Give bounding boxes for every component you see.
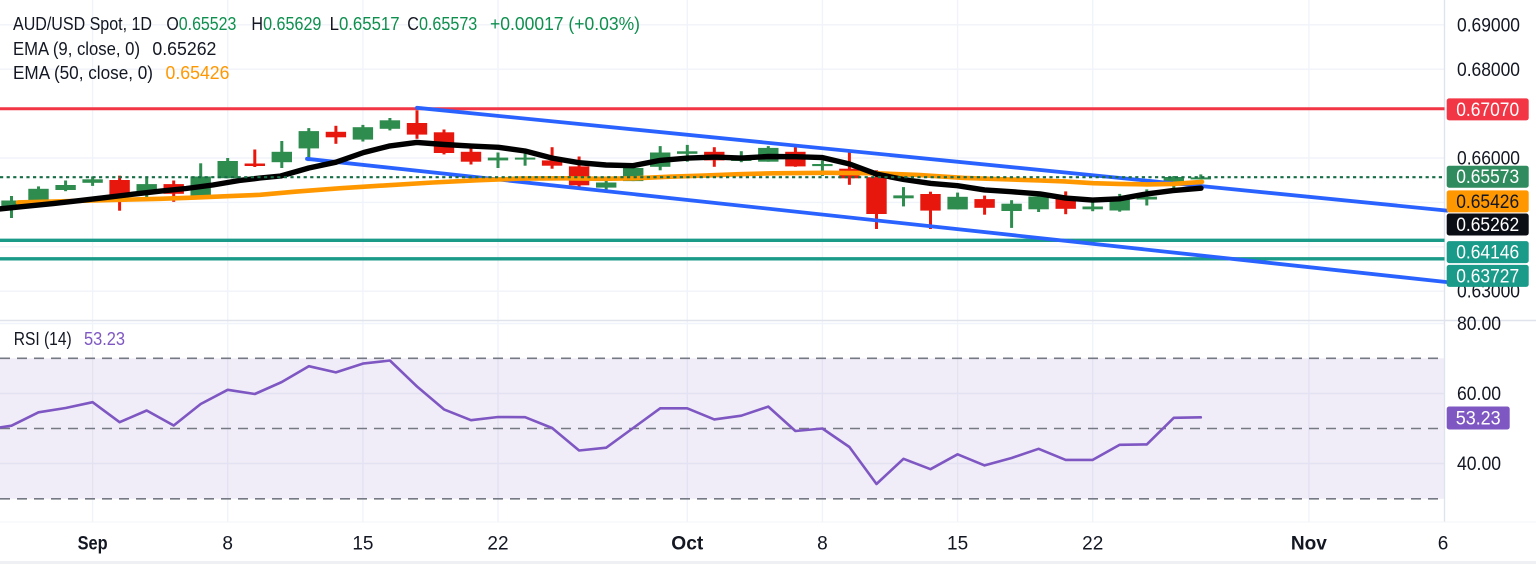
svg-text:0.64146: 0.64146 — [1456, 243, 1519, 264]
svg-text:Oct: Oct — [671, 534, 704, 555]
svg-text:80.00: 80.00 — [1457, 314, 1501, 335]
svg-text:0.69000: 0.69000 — [1457, 16, 1520, 37]
svg-text:22: 22 — [1082, 534, 1103, 555]
svg-text:Sep: Sep — [78, 534, 108, 555]
svg-text:22: 22 — [487, 534, 508, 555]
svg-text:15: 15 — [352, 534, 373, 555]
svg-text:C0.65573: C0.65573 — [407, 13, 477, 34]
svg-text:8: 8 — [817, 534, 828, 555]
svg-text:O0.65523: O0.65523 — [166, 13, 236, 34]
svg-text:EMA (50, close, 0): EMA (50, close, 0) — [13, 62, 153, 83]
svg-text:0.68000: 0.68000 — [1457, 60, 1520, 81]
svg-text:+0.00017 (+0.03%): +0.00017 (+0.03%) — [490, 13, 640, 34]
svg-text:15: 15 — [947, 534, 968, 555]
svg-text:53.23: 53.23 — [1456, 409, 1501, 430]
svg-text:40.00: 40.00 — [1457, 454, 1501, 475]
svg-text:L0.65517: L0.65517 — [330, 13, 400, 34]
svg-text:0.65573: 0.65573 — [1456, 167, 1519, 188]
svg-text:0.65426: 0.65426 — [166, 62, 230, 83]
svg-text:EMA (9, close, 0): EMA (9, close, 0) — [13, 38, 140, 59]
svg-text:H0.65629: H0.65629 — [251, 13, 321, 34]
svg-text:0.63000: 0.63000 — [1457, 282, 1520, 303]
svg-text:0.63727: 0.63727 — [1456, 266, 1519, 287]
svg-text:0.65262: 0.65262 — [152, 38, 216, 59]
svg-text:0.65426: 0.65426 — [1456, 192, 1519, 213]
svg-text:RSI (14): RSI (14) — [14, 328, 72, 349]
svg-text:0.65262: 0.65262 — [1456, 215, 1519, 236]
svg-text:6: 6 — [1438, 534, 1449, 555]
svg-text:0.67070: 0.67070 — [1456, 100, 1519, 121]
svg-text:Nov: Nov — [1291, 534, 1327, 555]
svg-text:8: 8 — [222, 534, 233, 555]
svg-text:60.00: 60.00 — [1457, 384, 1501, 405]
svg-text:0.66000: 0.66000 — [1457, 149, 1520, 170]
svg-text:53.23: 53.23 — [84, 328, 125, 349]
svg-text:AUD/USD Spot, 1D: AUD/USD Spot, 1D — [13, 13, 152, 34]
